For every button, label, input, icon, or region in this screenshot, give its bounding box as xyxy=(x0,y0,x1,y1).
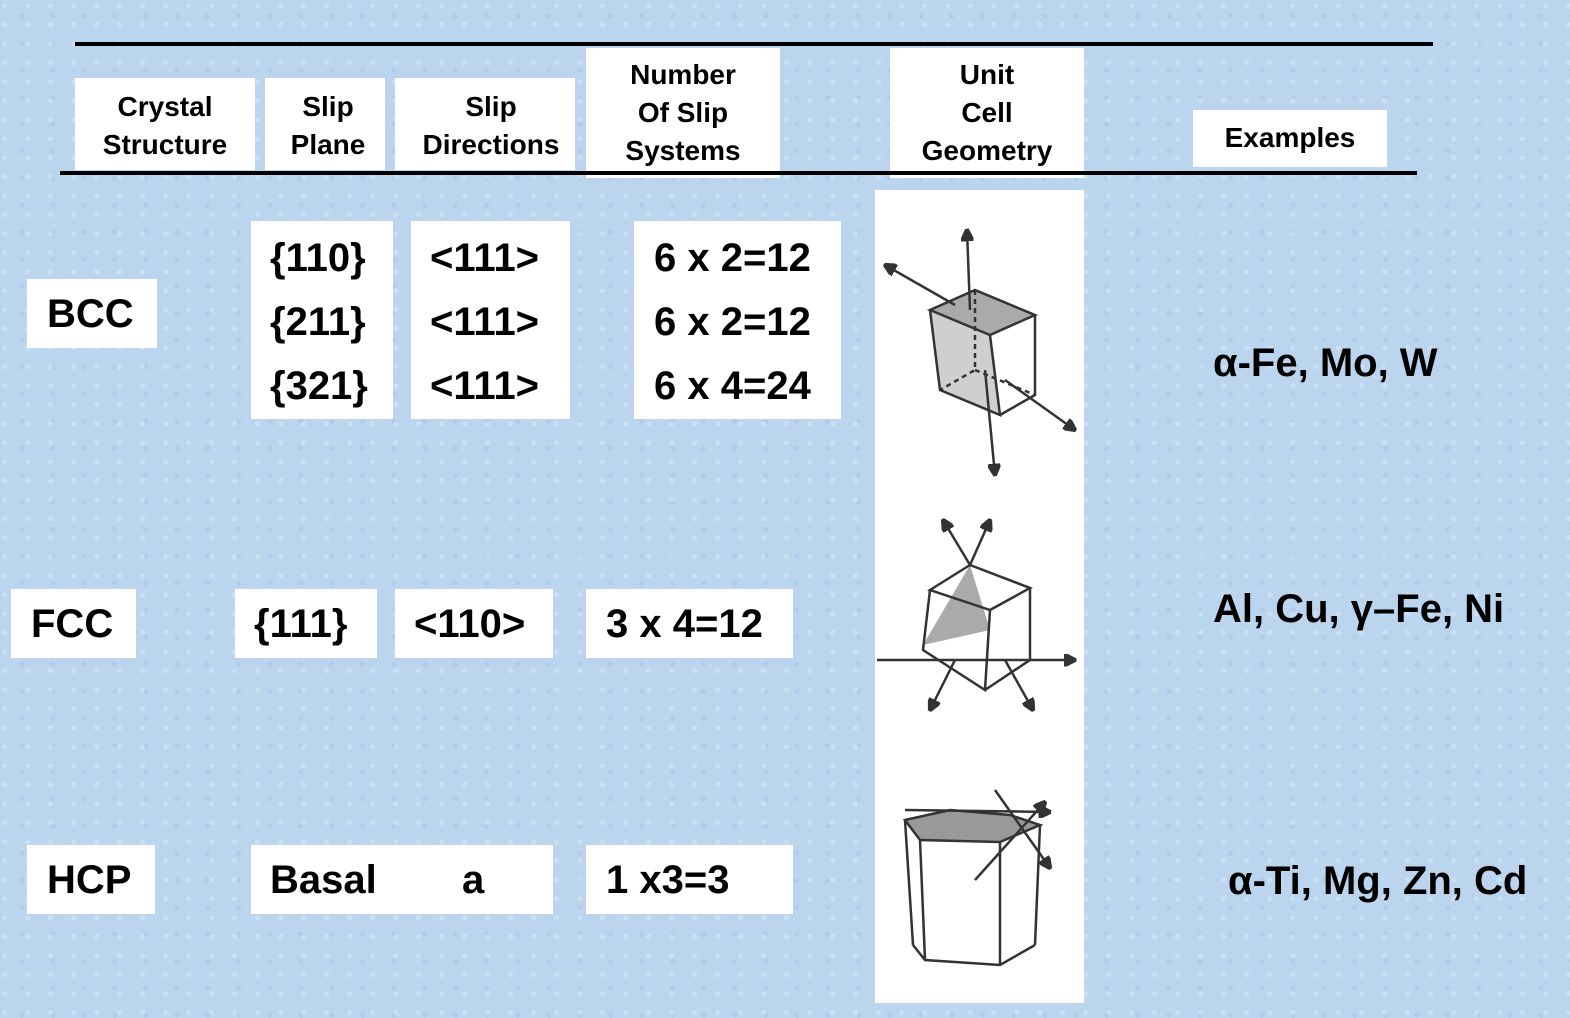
header-cell xyxy=(1193,110,1387,167)
cell xyxy=(27,279,157,348)
header-cell xyxy=(890,48,1084,178)
text-line: {321} xyxy=(270,364,368,408)
cell xyxy=(27,845,155,914)
cell xyxy=(251,221,393,419)
text-line: Number xyxy=(630,59,736,90)
header-label: Unit Cell Geometry xyxy=(890,56,1084,170)
directions: <111> <111> <111> xyxy=(430,226,539,418)
unit-cell-drawings xyxy=(877,190,1084,967)
text-line: <111> xyxy=(430,236,540,280)
text-line: 6 x 2=12 xyxy=(654,236,811,280)
directions: <110> xyxy=(414,602,526,646)
cell xyxy=(411,221,570,419)
text-line: Systems xyxy=(625,135,741,166)
text-line: 6 x 4=24 xyxy=(654,364,811,408)
structure: HCP xyxy=(47,858,132,902)
text-line: 6 x 2=12 xyxy=(654,300,811,344)
text-line: Examples xyxy=(1224,122,1356,153)
header-label: Slip Directions xyxy=(395,88,587,164)
cell xyxy=(586,589,793,658)
header-label: Examples xyxy=(1193,119,1387,157)
cell xyxy=(634,221,841,419)
rule xyxy=(75,42,1433,46)
text-line: Crystal xyxy=(117,91,213,122)
examples: α-Ti, Mg, Zn, Cd xyxy=(1228,859,1528,903)
header-cell xyxy=(395,78,575,170)
cell xyxy=(235,589,377,658)
header-label: Slip Plane xyxy=(265,88,391,164)
systems: 3 x 4=12 xyxy=(606,602,763,646)
header-cell xyxy=(586,48,780,178)
text-line: Slip xyxy=(465,91,517,122)
text-line: Directions xyxy=(422,129,560,160)
header-label: Crystal Structure xyxy=(75,88,255,164)
planes: Basal xyxy=(270,858,377,902)
systems: 6 x 2=12 6 x 2=12 6 x 4=24 xyxy=(654,226,811,418)
text-line: Geometry xyxy=(921,135,1053,166)
text-line: {110} xyxy=(270,236,366,280)
text-line: Structure xyxy=(102,129,228,160)
text-line: <111> xyxy=(430,300,540,344)
text-line: Plane xyxy=(290,129,366,160)
text-line: <111> xyxy=(430,364,540,408)
planes: {110} {211} {321} xyxy=(270,226,368,418)
header-label: Number Of Slip Systems xyxy=(586,56,780,170)
systems: 1 x3=3 xyxy=(606,858,730,902)
structure: FCC xyxy=(31,602,114,646)
rule xyxy=(60,171,1417,175)
text-line: Unit xyxy=(959,59,1015,90)
header-cell xyxy=(75,78,255,170)
header-cell xyxy=(265,78,385,170)
text-line: Slip xyxy=(302,91,354,122)
text-line: Cell xyxy=(961,97,1013,128)
structure: BCC xyxy=(47,292,134,336)
planes: {111} xyxy=(254,602,348,646)
examples: Al, Cu, γ–Fe, Ni xyxy=(1213,587,1505,631)
cell xyxy=(586,845,793,914)
directions: a xyxy=(462,858,485,902)
text-line: {211} xyxy=(270,300,366,344)
cell xyxy=(11,589,136,658)
examples: α-Fe, Mo, W xyxy=(1213,341,1438,385)
cell xyxy=(251,845,553,914)
cell xyxy=(395,589,553,658)
text-line: Of Slip xyxy=(637,97,729,128)
